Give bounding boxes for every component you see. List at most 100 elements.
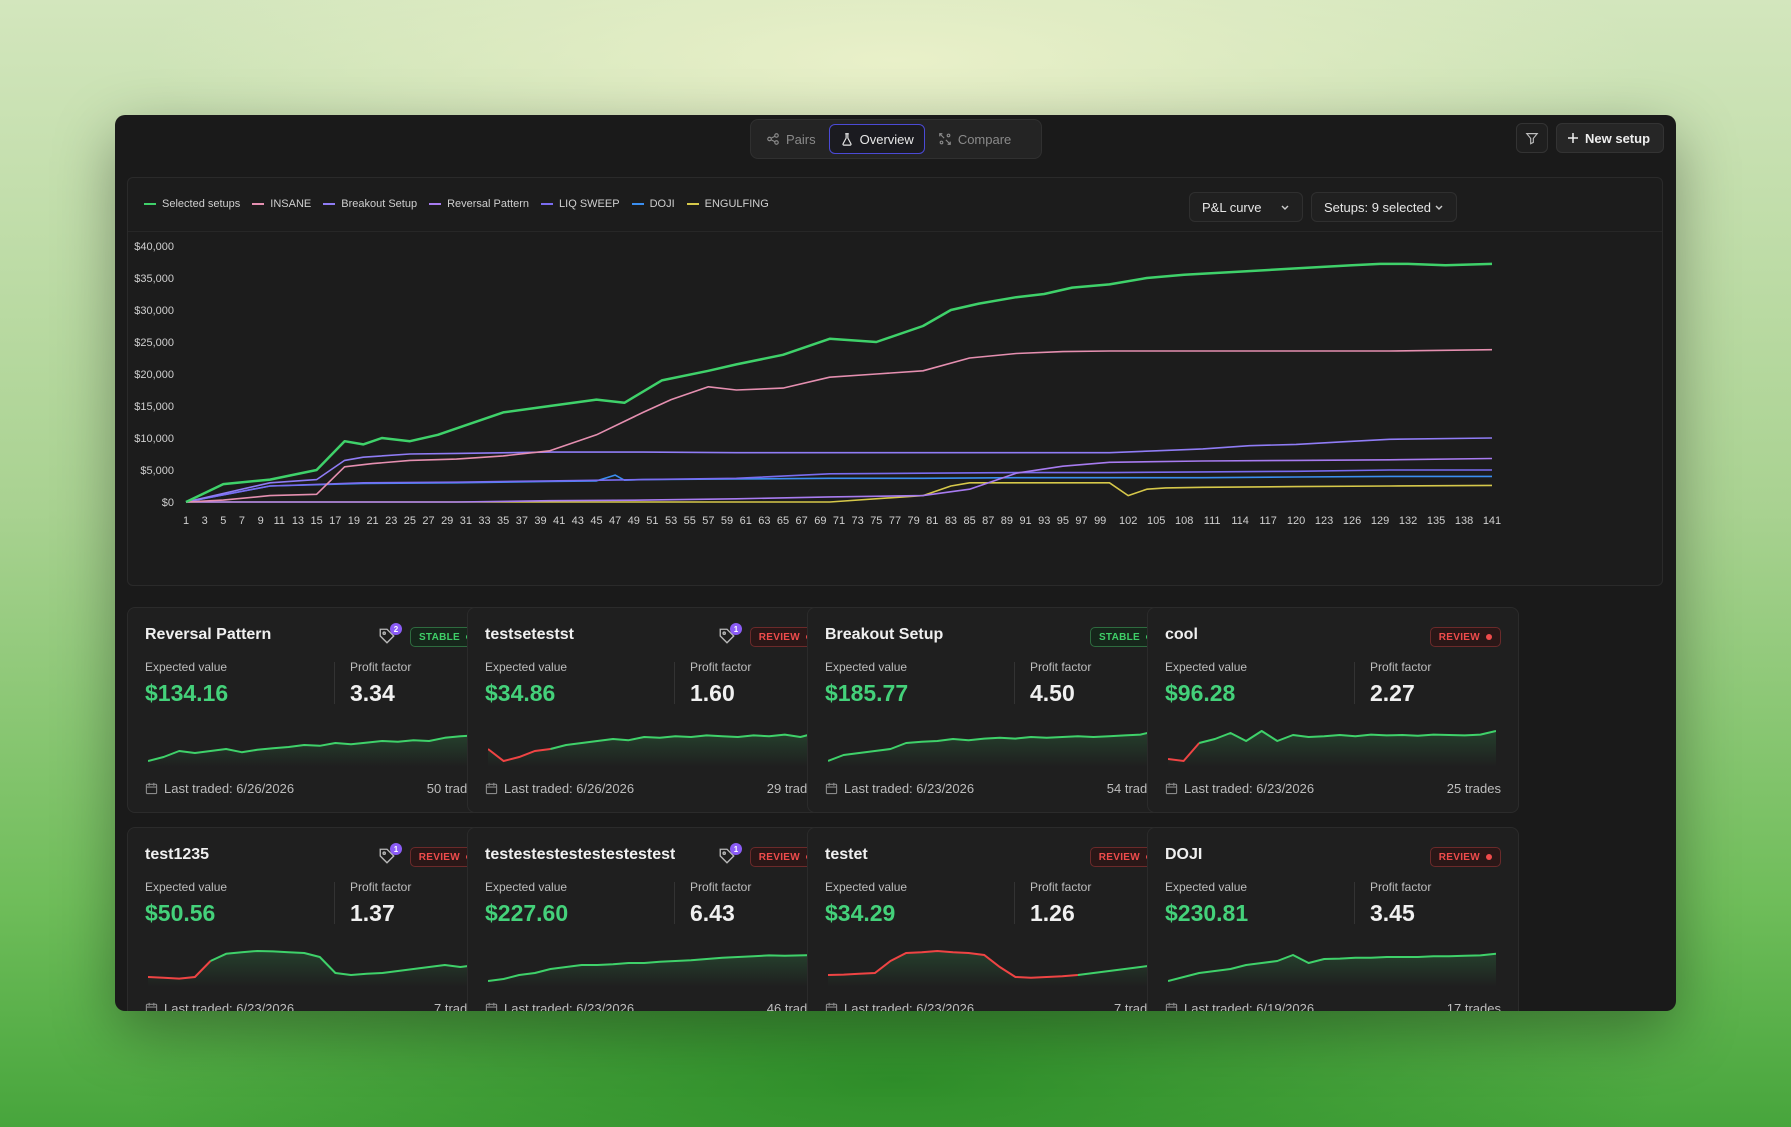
tag-icon[interactable]: 1 <box>378 843 402 865</box>
series-line[interactable] <box>186 457 1493 503</box>
setup-card[interactable]: testsetestst 1 REVIEW Expected value Profit … <box>467 607 839 813</box>
x-tick-label: 108 <box>1175 515 1193 527</box>
x-tick-label: 29 <box>441 515 453 527</box>
setup-card[interactable]: Reversal Pattern 2 STABLE Expected value Pro… <box>127 607 499 813</box>
sparkline-negative <box>148 960 212 980</box>
x-tick-label: 126 <box>1343 515 1361 527</box>
x-tick-label: 65 <box>777 515 789 527</box>
calendar-icon <box>485 1002 498 1011</box>
setups-dropdown[interactable]: Setups: 9 selected <box>1311 192 1457 222</box>
expected-value: $230.81 <box>1165 900 1249 926</box>
tag-icon[interactable]: 1 <box>718 623 742 645</box>
legend-label: DOJI <box>649 198 675 210</box>
tab-pairs[interactable]: Pairs <box>755 124 827 154</box>
trade-count: 17 trades <box>1446 1001 1501 1011</box>
ev-label: Expected value <box>1165 660 1248 674</box>
x-tick-label: 111 <box>1204 515 1221 527</box>
legend-item[interactable]: INSANE <box>252 198 311 210</box>
legend-item[interactable]: LIQ SWEEP <box>541 198 620 210</box>
filter-button[interactable] <box>1516 123 1548 153</box>
x-tick-label: 99 <box>1094 515 1106 527</box>
x-tick-label: 21 <box>366 515 378 527</box>
sparkline-area <box>488 955 816 987</box>
pf-label: Profit factor <box>690 660 752 674</box>
setup-card[interactable]: Breakout Setup STABLE Expected value Profit… <box>807 607 1179 813</box>
status-dot <box>1486 854 1492 860</box>
card-title: testsetestst <box>485 626 574 643</box>
tab-overview[interactable]: Overview <box>828 124 925 154</box>
status-label: STABLE <box>1098 631 1140 643</box>
x-tick-label: 45 <box>590 515 602 527</box>
card-title: test1235 <box>145 846 210 863</box>
card-title: Reversal Pattern <box>145 626 272 643</box>
sparkline-area <box>828 731 1156 767</box>
tag-count: 2 <box>390 623 402 635</box>
x-tick-label: 11 <box>274 515 285 527</box>
x-tick-label: 97 <box>1075 515 1087 527</box>
y-tick-label: $15,000 <box>134 401 174 413</box>
profit-factor: 4.50 <box>1030 680 1075 706</box>
x-tick-label: 75 <box>870 515 882 527</box>
ev-label: Expected value <box>825 660 908 674</box>
last-traded-text: Last traded: 6/23/2026 <box>844 781 975 796</box>
x-tick-label: 123 <box>1315 515 1333 527</box>
metric-dropdown[interactable]: P&L curve <box>1189 192 1303 222</box>
legend-label: Selected setups <box>162 198 241 210</box>
series-line[interactable] <box>185 437 1493 503</box>
tab-compare-label: Compare <box>957 131 1012 147</box>
legend-item[interactable]: Reversal Pattern <box>429 198 529 210</box>
last-traded: Last traded: 6/23/2026 <box>145 1001 294 1011</box>
metric-dropdown-value: P&L curve <box>1202 199 1262 215</box>
tag-icon[interactable]: 2 <box>378 623 402 645</box>
tab-compare[interactable]: Compare <box>927 124 1022 154</box>
setup-card[interactable]: test1235 1 REVIEW Expected value Profit fact… <box>127 827 499 1011</box>
series-line[interactable] <box>186 482 1493 503</box>
x-tick-label: 71 <box>833 515 845 527</box>
sparkline-negative <box>488 748 551 763</box>
x-tick-label: 135 <box>1427 515 1445 527</box>
series-line[interactable] <box>185 469 1492 503</box>
profit-factor: 6.43 <box>690 900 735 926</box>
metric-divider <box>1354 882 1355 924</box>
y-tick-label: $20,000 <box>134 369 174 381</box>
last-traded-text: Last traded: 6/23/2026 <box>504 1001 635 1011</box>
setup-card[interactable]: testestestestestestestest 1 REVIEW Expected… <box>467 827 839 1011</box>
setup-card[interactable]: testet REVIEW Expected value Profit factor $… <box>807 827 1179 1011</box>
expected-value: $185.77 <box>825 680 909 706</box>
series-line[interactable] <box>185 474 1492 503</box>
setup-card[interactable]: cool REVIEW Expected value Profit factor $96… <box>1147 607 1519 813</box>
legend-item[interactable]: Selected setups <box>144 198 240 210</box>
x-tick-label: 132 <box>1399 515 1417 527</box>
legend-swatch <box>323 203 336 205</box>
pf-label: Profit factor <box>1370 660 1432 674</box>
series-line[interactable] <box>185 262 1493 504</box>
status-label: REVIEW <box>418 851 460 863</box>
tag-icon[interactable]: 1 <box>718 843 742 865</box>
chevron-down-icon <box>1435 205 1443 210</box>
legend-item[interactable]: Breakout Setup <box>323 198 417 210</box>
setup-card[interactable]: DOJI REVIEW Expected value Profit factor $23… <box>1147 827 1519 1011</box>
legend-item[interactable]: ENGULFING <box>686 198 769 210</box>
sparkline-area <box>488 733 816 767</box>
x-tick-label: 89 <box>1001 515 1013 527</box>
metric-divider <box>1014 662 1015 704</box>
legend-item[interactable]: DOJI <box>631 198 675 210</box>
card-title: cool <box>1165 626 1198 643</box>
pf-label: Profit factor <box>350 880 412 894</box>
new-setup-button[interactable]: New setup <box>1556 123 1664 153</box>
sparkline-positive <box>550 732 816 750</box>
x-tick-label: 5 <box>220 515 226 527</box>
sparkline <box>1168 730 1496 767</box>
x-tick-label: 7 <box>239 515 245 527</box>
last-traded: Last traded: 6/23/2026 <box>1165 781 1314 796</box>
x-tick-label: 31 <box>460 515 472 527</box>
x-tick-label: 114 <box>1231 515 1249 527</box>
series-line[interactable] <box>185 348 1493 503</box>
x-tick-label: 3 <box>202 515 208 527</box>
x-tick-label: 102 <box>1119 515 1137 527</box>
y-tick-label: $30,000 <box>134 305 174 317</box>
chart-header: Selected setups INSANE Breakout Setup Rever… <box>128 178 1662 232</box>
last-traded: Last traded: 6/23/2026 <box>825 1001 974 1011</box>
x-tick-label: 93 <box>1038 515 1050 527</box>
trade-count: 46 trades <box>766 1001 821 1011</box>
